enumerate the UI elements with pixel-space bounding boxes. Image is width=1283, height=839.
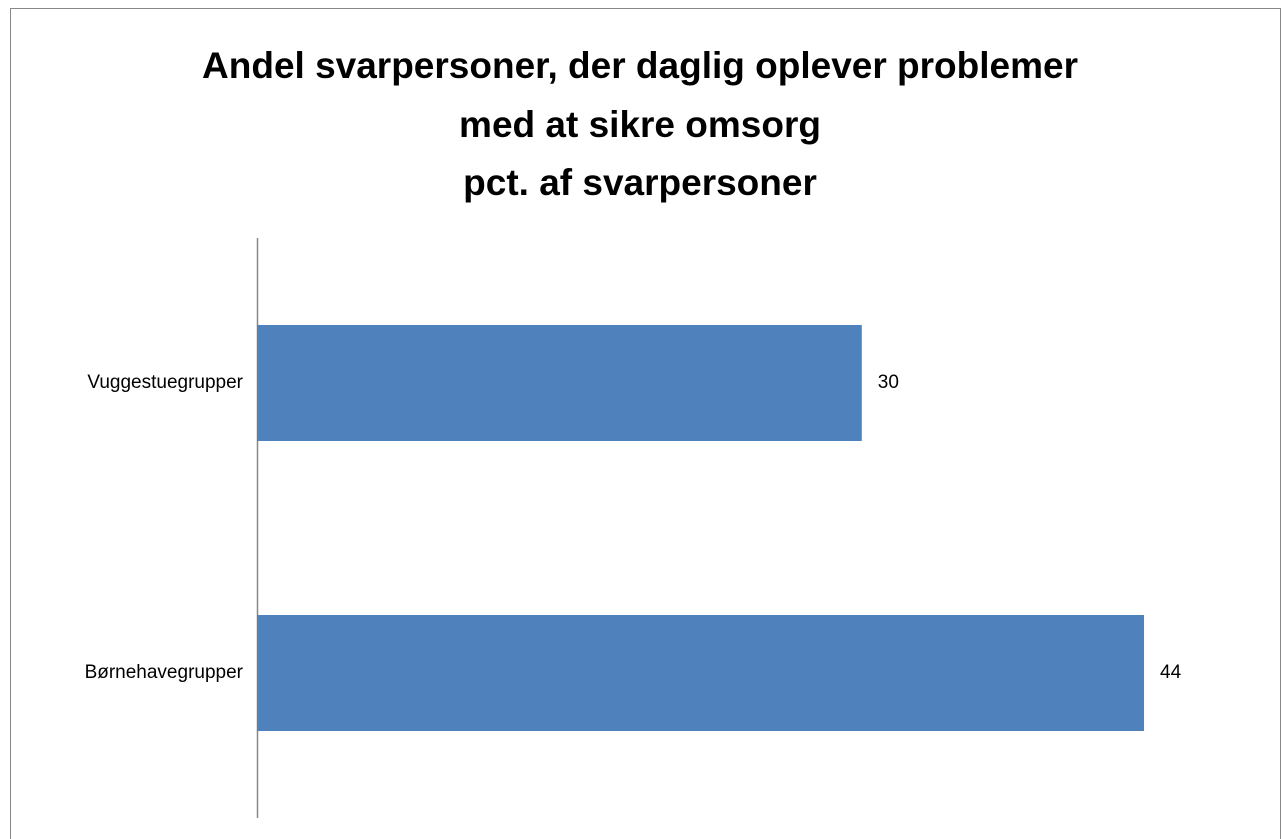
data-label: 30 bbox=[878, 372, 899, 393]
bar bbox=[257, 325, 862, 441]
data-label: 44 bbox=[1160, 662, 1182, 683]
chart-title: Andel svarpersoner, der daglig oplever p… bbox=[202, 45, 1078, 86]
chart-subtitle: pct. af svarpersoner bbox=[463, 162, 817, 203]
bar bbox=[257, 615, 1145, 731]
y-tick-label: Børnehavegrupper bbox=[85, 662, 244, 683]
chart-title: med at sikre omsorg bbox=[459, 104, 821, 145]
y-tick-label: Vuggestuegrupper bbox=[87, 372, 243, 393]
